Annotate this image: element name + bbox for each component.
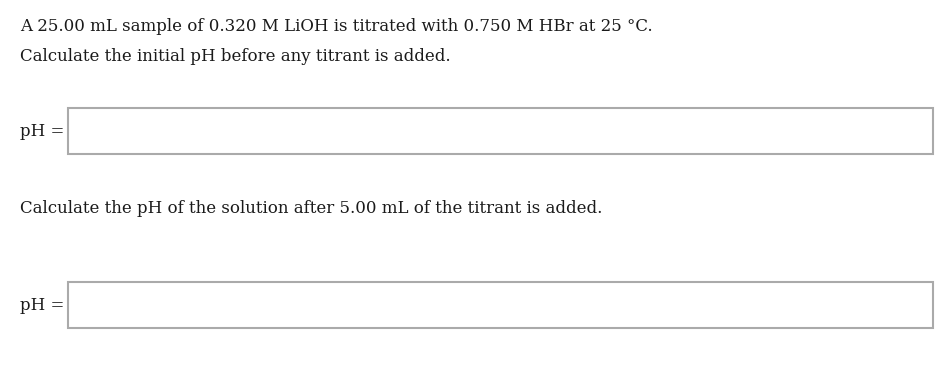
Text: pH =: pH = [20,123,64,139]
FancyBboxPatch shape [68,282,933,328]
FancyBboxPatch shape [68,108,933,154]
Text: Calculate the pH of the solution after 5.00 mL of the titrant is added.: Calculate the pH of the solution after 5… [20,200,602,217]
Text: Calculate the initial pH before any titrant is added.: Calculate the initial pH before any titr… [20,48,450,65]
Text: pH =: pH = [20,296,64,314]
Text: A 25.00 mL sample of 0.320 M LiOH is titrated with 0.750 M HBr at 25 °C.: A 25.00 mL sample of 0.320 M LiOH is tit… [20,18,652,35]
